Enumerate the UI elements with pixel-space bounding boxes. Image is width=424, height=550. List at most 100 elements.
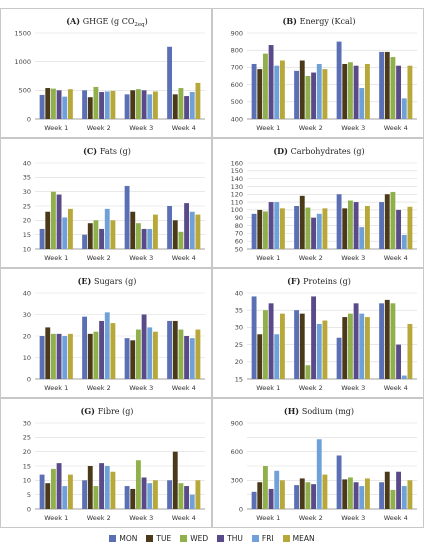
bar-thu (56, 333, 62, 379)
bar-fri (147, 327, 153, 379)
bar-mean (67, 333, 73, 379)
bar-mon (294, 70, 300, 119)
x-tick-label: Week 2 (87, 124, 111, 132)
bar-wed (390, 303, 396, 379)
y-tick-label: 25 (23, 434, 31, 442)
bar-wed (93, 86, 99, 119)
x-tick-label: Week 4 (172, 124, 196, 132)
bar-wed (305, 365, 311, 379)
bar-mon (336, 455, 342, 509)
bar-thu (99, 320, 105, 379)
bar-mon (39, 336, 45, 379)
bar-thu (99, 92, 105, 119)
legend-item: TUE (146, 534, 171, 543)
bar-fri (147, 483, 153, 509)
bar-thu (311, 217, 317, 249)
x-tick-label: Week 1 (256, 384, 280, 392)
bar-mean (322, 320, 328, 379)
bar-fri (316, 63, 322, 119)
x-tick-label: Week 3 (129, 124, 153, 132)
y-tick-label: 120 (231, 191, 243, 199)
y-tick-label: 300 (231, 477, 243, 485)
x-tick-label: Week 1 (44, 124, 68, 132)
bar-thu (56, 194, 62, 249)
y-tick-label: 35 (23, 174, 31, 182)
y-tick-label: 140 (231, 175, 243, 183)
chart-panel: (B) Energy (Kcal) 400 500 600 700 800 900 Week … (212, 8, 424, 138)
chart-svg: (B) Energy (Kcal) 400 500 600 700 800 900 Week … (231, 16, 417, 132)
y-tick-label: 35 (235, 307, 243, 315)
bar-tue (172, 220, 178, 249)
bar-mon (294, 485, 300, 509)
bar-fri (316, 213, 322, 249)
bar-fri (274, 334, 280, 379)
bar-wed (347, 200, 353, 249)
bar-wed (50, 88, 56, 119)
x-tick-label: Week 1 (44, 514, 68, 522)
y-tick-label: 40 (23, 289, 31, 297)
x-tick-label: Week 3 (129, 384, 153, 392)
x-tick-label: Week 4 (384, 514, 408, 522)
bar-mon (167, 46, 173, 120)
x-tick-label: Week 2 (87, 384, 111, 392)
bar-mean (110, 220, 116, 249)
y-tick-label: 20 (23, 448, 31, 456)
legend-label: TUE (156, 533, 172, 543)
bar-thu (353, 482, 359, 509)
bar-wed (135, 89, 141, 119)
x-tick-label: Week 2 (299, 514, 323, 522)
y-tick-label: 600 (231, 81, 243, 89)
bar-wed (347, 477, 353, 509)
bar-wed (135, 460, 141, 509)
legend-item: WED (180, 534, 208, 543)
chart-panel: (E) Sugars (g) 0 10 20 30 40 Week 1 Week 2 Week … (0, 268, 212, 398)
bar-tue (130, 211, 136, 249)
y-tick-label: 900 (231, 419, 243, 427)
bar-mon (251, 296, 257, 379)
bar-tue (299, 195, 305, 249)
bar-mon (167, 480, 173, 509)
y-tick-label: 15 (23, 462, 31, 470)
chart-svg: (H) Sodium (mg) 0 300 600 900 Week 1 Week 2 Wee… (231, 406, 417, 522)
x-tick-label: Week 3 (341, 384, 365, 392)
bar-tue (384, 299, 390, 379)
bar-thu (353, 303, 359, 379)
bar-wed (305, 76, 311, 119)
bar-fri (359, 88, 365, 119)
bar-mean (364, 63, 370, 119)
bar-mean (407, 65, 413, 119)
y-tick-label: 0 (27, 505, 31, 513)
y-tick-label: 40 (235, 289, 243, 297)
legend-label: FRI (261, 533, 274, 543)
y-tick-label: 25 (23, 202, 31, 210)
chart-title: (A) GHGE (g CO2eq) (66, 16, 148, 28)
bar-tue (45, 327, 51, 379)
chart-title: (F) Proteins (g) (287, 276, 351, 286)
bar-tue (257, 482, 263, 509)
y-tick-label: 15 (235, 375, 243, 383)
bar-mon (124, 185, 130, 249)
bar-tue (257, 69, 263, 119)
y-tick-label: 700 (231, 64, 243, 72)
bar-mean (364, 206, 370, 249)
bar-mean (407, 323, 413, 379)
bar-wed (305, 207, 311, 249)
chart-svg: (D) Carbohydrates (g) 5060708090100110120… (231, 146, 417, 262)
bar-thu (268, 45, 274, 119)
bar-mean (279, 480, 285, 509)
y-tick-label: 30 (23, 311, 31, 319)
bar-tue (257, 334, 263, 379)
bar-mean (67, 89, 73, 119)
bar-wed (135, 223, 141, 249)
y-tick-label: 800 (231, 47, 243, 55)
bar-thu (184, 486, 190, 509)
y-tick-label: 70 (235, 230, 243, 238)
legend-swatch (109, 534, 117, 542)
bar-fri (62, 96, 68, 119)
chart-title: (H) Sodium (mg) (284, 406, 354, 416)
y-tick-label: 90 (235, 214, 243, 222)
bar-mean (407, 480, 413, 509)
bar-fri (62, 336, 68, 379)
bar-mon (251, 63, 257, 119)
bar-wed (50, 333, 56, 379)
